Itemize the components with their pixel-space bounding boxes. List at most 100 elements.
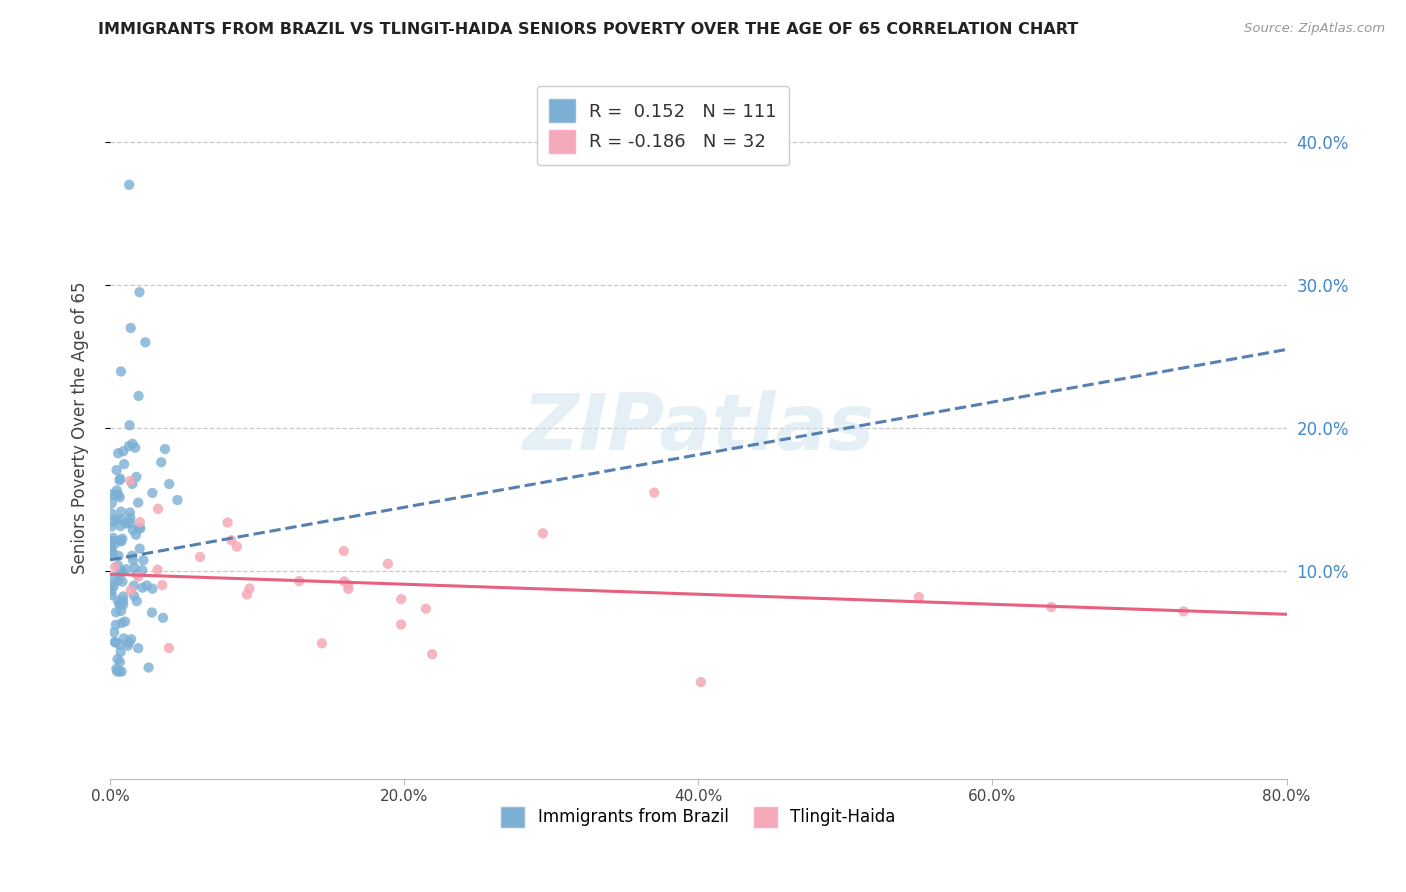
Point — [101, 546, 124, 560]
Text: IMMIGRANTS FROM BRAZIL VS TLINGIT-HAIDA SENIORS POVERTY OVER THE AGE OF 65 CORRE: IMMIGRANTS FROM BRAZIL VS TLINGIT-HAIDA … — [98, 22, 1078, 37]
Point — [101, 514, 124, 528]
Point — [125, 567, 148, 582]
Point — [100, 578, 122, 592]
Point — [110, 512, 132, 526]
Point — [105, 665, 128, 679]
Point — [127, 570, 149, 584]
Point — [100, 549, 122, 563]
Point — [531, 526, 554, 541]
Point — [124, 441, 146, 455]
Point — [110, 604, 132, 618]
Point — [153, 442, 176, 456]
Point — [110, 472, 132, 486]
Point — [103, 570, 125, 584]
Point — [128, 389, 150, 403]
Point — [141, 582, 163, 596]
Point — [108, 638, 131, 652]
Point — [188, 549, 211, 564]
Point — [107, 574, 129, 588]
Point — [110, 505, 132, 519]
Point — [121, 476, 143, 491]
Point — [225, 540, 247, 554]
Point — [121, 437, 143, 451]
Point — [120, 583, 142, 598]
Point — [112, 590, 135, 604]
Point — [157, 477, 180, 491]
Point — [333, 574, 356, 589]
Point — [120, 474, 142, 488]
Point — [141, 606, 163, 620]
Point — [124, 561, 146, 575]
Point — [100, 487, 122, 501]
Point — [146, 501, 169, 516]
Point — [337, 582, 360, 596]
Point — [118, 506, 141, 520]
Point — [690, 675, 713, 690]
Point — [125, 470, 148, 484]
Point — [138, 660, 160, 674]
Point — [122, 579, 145, 593]
Point — [100, 507, 122, 521]
Point — [120, 632, 142, 647]
Point — [908, 590, 931, 604]
Point — [103, 531, 125, 545]
Point — [107, 549, 129, 563]
Point — [107, 593, 129, 607]
Point — [129, 521, 152, 535]
Point — [110, 534, 132, 549]
Point — [150, 578, 173, 592]
Point — [389, 592, 412, 607]
Point — [118, 439, 141, 453]
Point — [120, 321, 142, 335]
Point — [108, 597, 131, 611]
Point — [112, 632, 135, 646]
Text: Source: ZipAtlas.com: Source: ZipAtlas.com — [1244, 22, 1385, 36]
Point — [311, 636, 333, 650]
Point — [105, 605, 128, 619]
Point — [221, 533, 243, 548]
Point — [111, 532, 134, 546]
Point — [236, 587, 259, 601]
Point — [104, 537, 127, 551]
Point — [135, 578, 157, 592]
Point — [128, 541, 150, 556]
Point — [150, 455, 173, 469]
Point — [121, 523, 143, 537]
Point — [420, 647, 443, 661]
Point — [108, 473, 131, 487]
Point — [108, 597, 131, 611]
Point — [125, 594, 148, 608]
Point — [100, 584, 122, 599]
Point — [288, 574, 311, 588]
Point — [128, 285, 150, 300]
Point — [111, 574, 134, 589]
Point — [100, 537, 122, 551]
Point — [152, 611, 174, 625]
Point — [118, 178, 141, 192]
Point — [110, 564, 132, 578]
Point — [141, 486, 163, 500]
Point — [120, 511, 142, 525]
Point — [107, 652, 129, 666]
Point — [377, 557, 399, 571]
Y-axis label: Seniors Poverty Over the Age of 65: Seniors Poverty Over the Age of 65 — [72, 282, 89, 574]
Point — [103, 579, 125, 593]
Point — [111, 615, 134, 630]
Point — [120, 516, 142, 531]
Point — [114, 615, 136, 629]
Point — [101, 533, 124, 548]
Point — [112, 444, 135, 458]
Point — [104, 488, 127, 502]
Point — [112, 598, 135, 612]
Point — [121, 549, 143, 563]
Point — [128, 522, 150, 536]
Point — [166, 493, 188, 508]
Legend: Immigrants from Brazil, Tlingit-Haida: Immigrants from Brazil, Tlingit-Haida — [495, 800, 903, 834]
Point — [118, 418, 141, 433]
Point — [110, 645, 132, 659]
Point — [105, 463, 128, 477]
Point — [337, 578, 360, 592]
Point — [389, 617, 412, 632]
Point — [134, 335, 156, 350]
Point — [107, 446, 129, 460]
